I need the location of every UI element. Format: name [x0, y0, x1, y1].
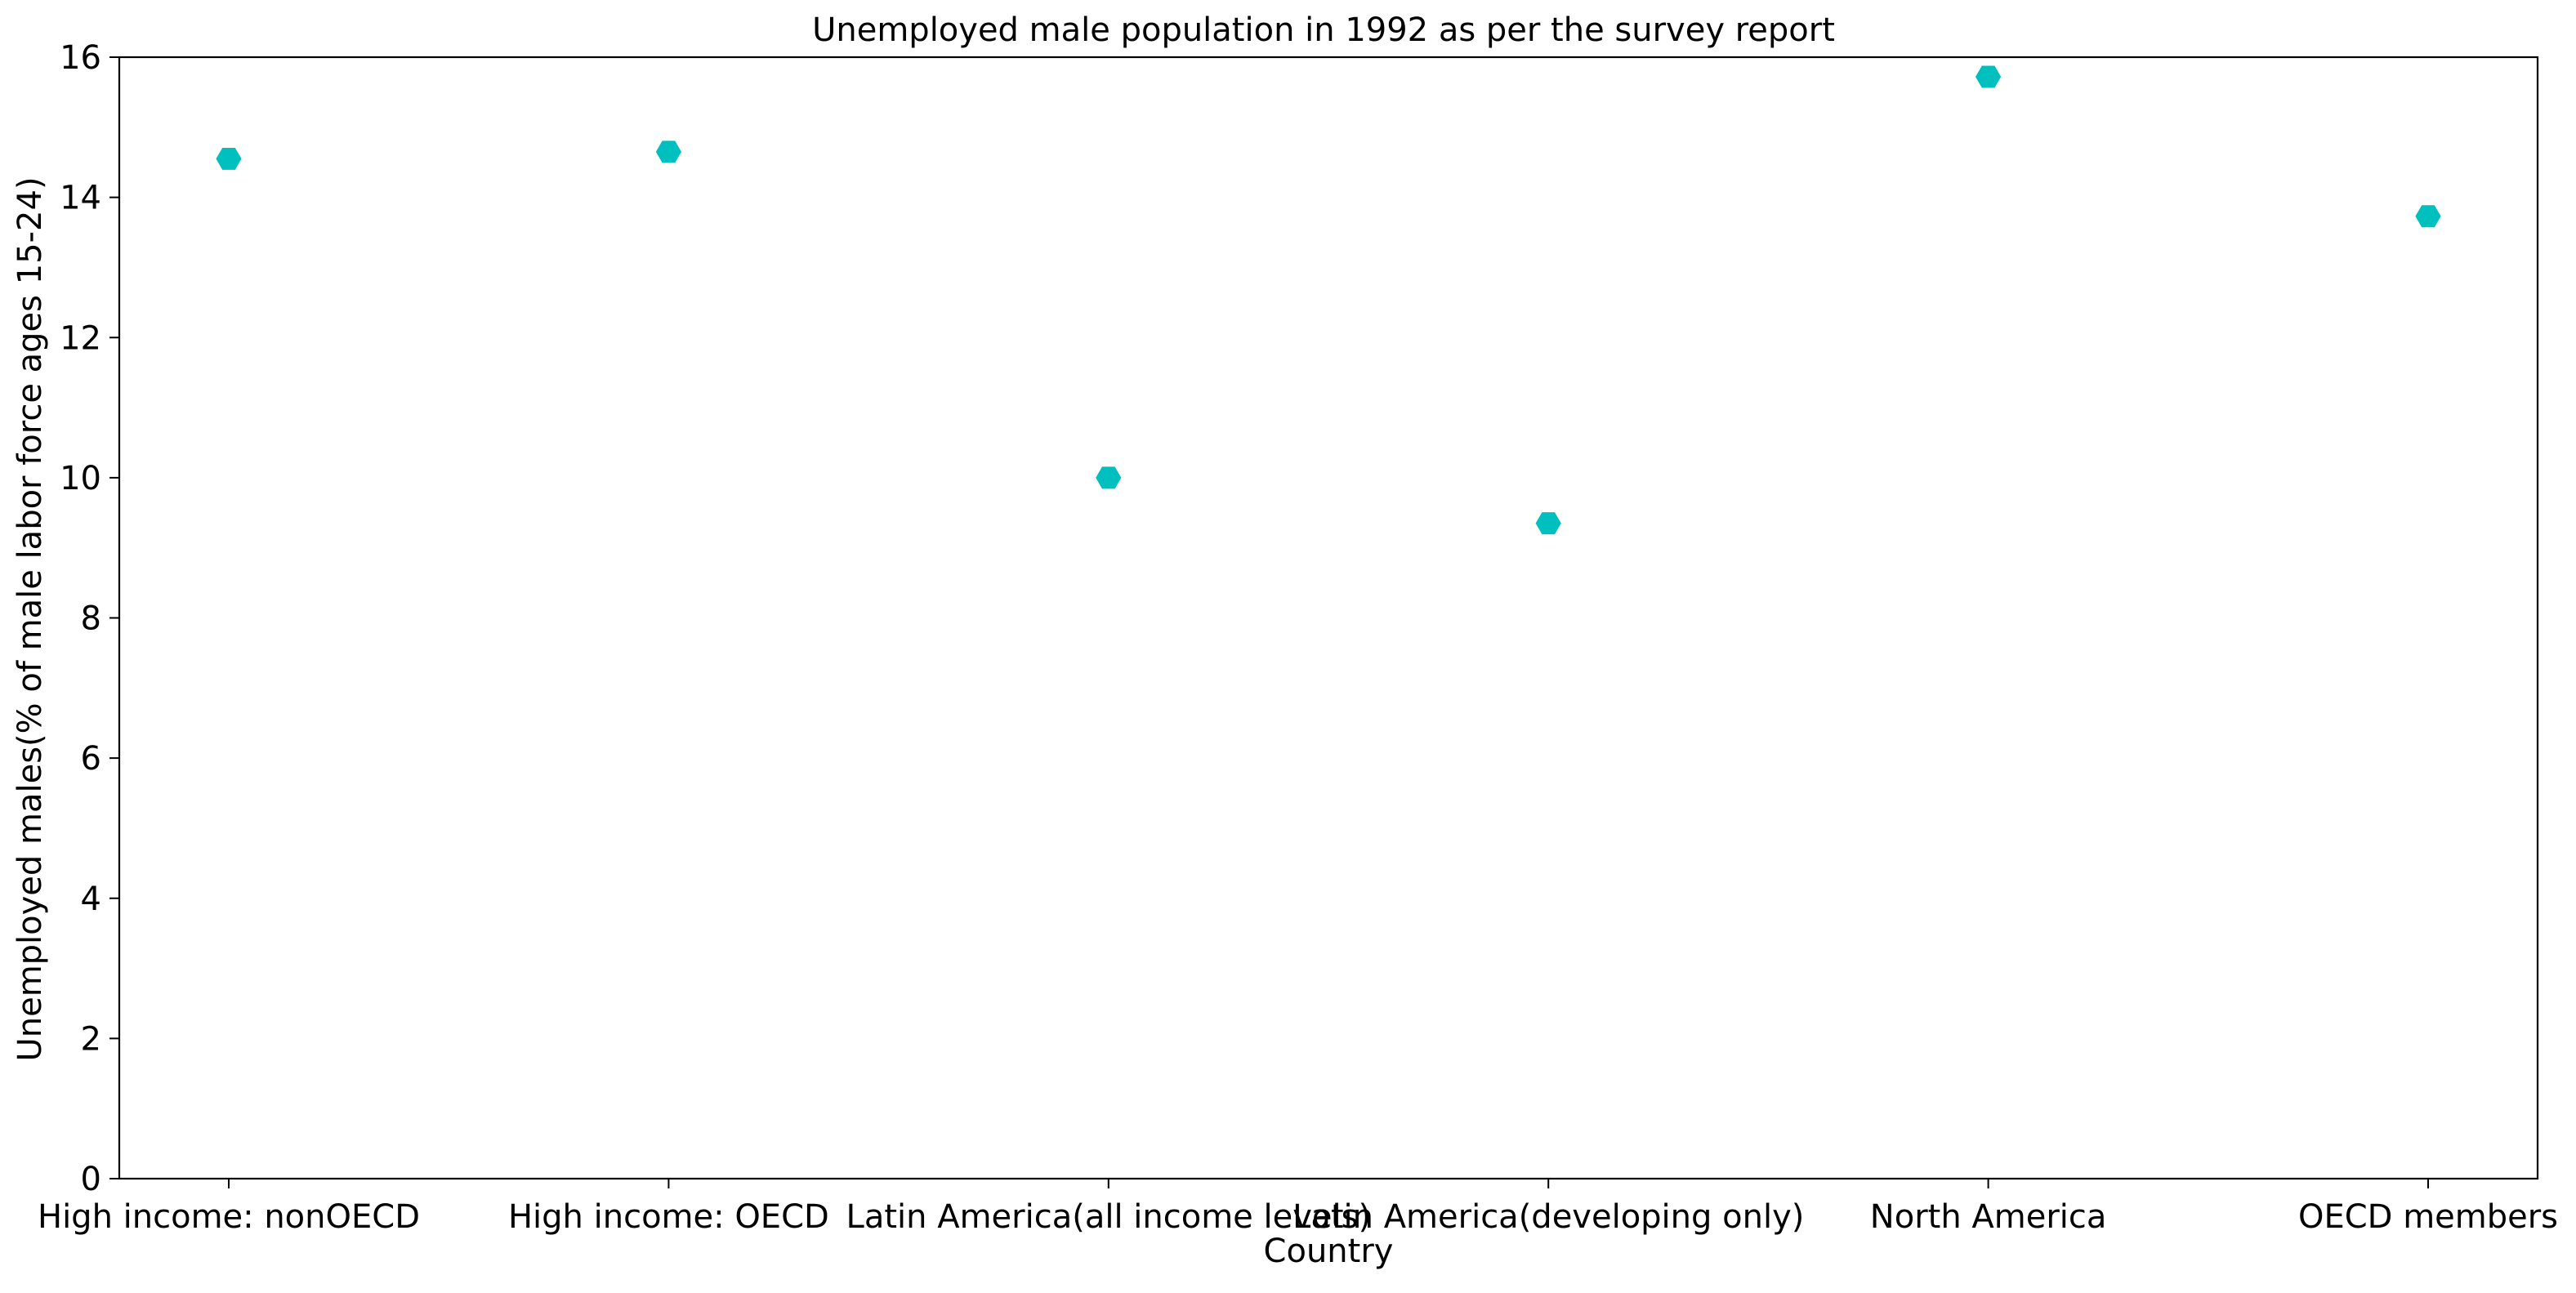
- y-tick-label: 6: [81, 740, 101, 778]
- x-tick-label: OECD members: [2298, 1198, 2558, 1236]
- data-point: [1535, 512, 1561, 535]
- data-point: [1976, 65, 2002, 88]
- x-axis-label: Country: [1264, 1233, 1394, 1270]
- data-point: [655, 140, 681, 163]
- x-axis-ticks: High income: nonOECD High income: OECD Lat…: [38, 1179, 2558, 1236]
- chart-title: Unemployed male population in 1992 as pe…: [812, 11, 1835, 49]
- y-tick-label: 2: [81, 1020, 101, 1058]
- x-tick-label: High income: nonOECD: [38, 1198, 420, 1236]
- y-tick-label: 8: [81, 600, 101, 638]
- data-point: [1096, 466, 1122, 489]
- x-tick-label: High income: OECD: [508, 1198, 829, 1236]
- y-tick-label: 4: [81, 881, 101, 918]
- x-tick-label: North America: [1870, 1198, 2107, 1236]
- y-tick-label: 16: [60, 39, 101, 77]
- y-tick-label: 12: [60, 319, 101, 357]
- x-tick-label: Latin America(developing only): [1292, 1198, 1804, 1236]
- y-axis-label: Unemployed males(% of male labor force a…: [11, 176, 49, 1061]
- y-tick-label: 0: [81, 1161, 101, 1198]
- y-tick-label: 10: [60, 460, 101, 497]
- y-tick-label: 14: [60, 180, 101, 217]
- y-axis-ticks: 0 2 4 6 8 10 12 14 16: [60, 39, 119, 1198]
- data-markers: [216, 65, 2441, 535]
- x-tick-label: Latin America(all income levels): [846, 1198, 1372, 1236]
- data-point: [2415, 205, 2441, 228]
- data-point: [216, 147, 242, 170]
